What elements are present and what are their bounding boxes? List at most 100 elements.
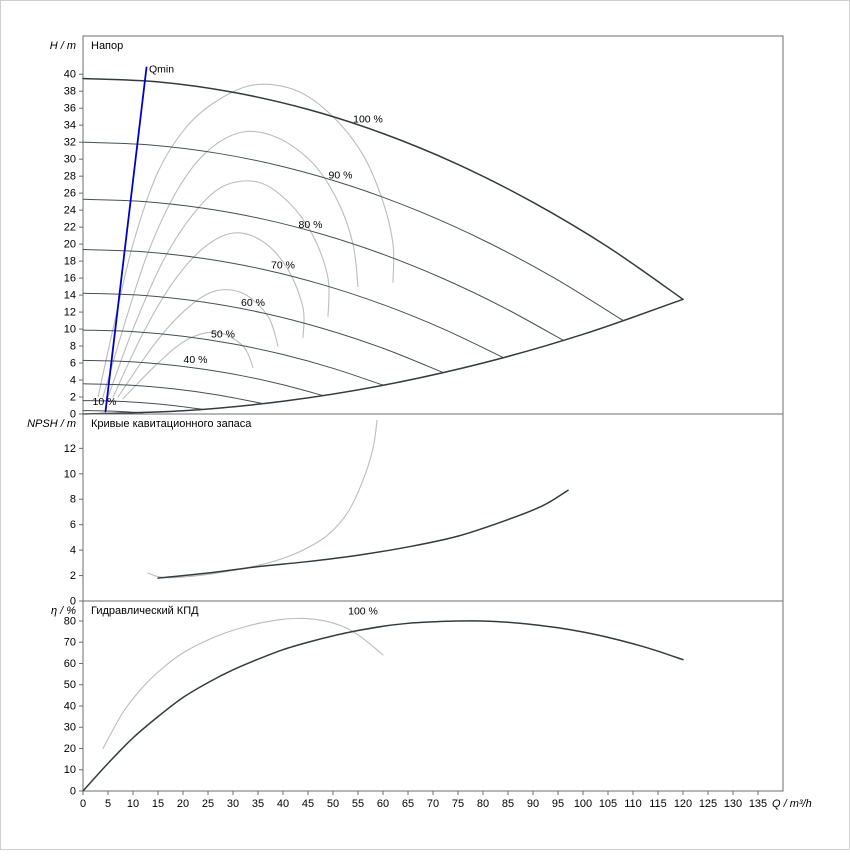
head-iso-contour-2 [102,130,359,398]
head-y-tick-label: 22 [64,222,76,234]
head-y-tick-label: 28 [64,171,76,183]
head-annotation: 50 % [211,329,235,341]
head-iso-contour-5 [117,289,279,398]
x-tick-label: 105 [599,798,617,810]
head-iso-contour-6 [122,331,254,400]
head-annotation: 60 % [241,297,265,309]
head-speed-100-max [82,77,684,301]
efficiency-y-axis-label: η / % [51,605,76,617]
head-speed-40 [82,359,324,397]
head-y-tick-label: 38 [64,86,76,98]
head-y-tick-label: 24 [64,205,76,217]
x-tick-label: 85 [502,798,514,810]
head-speed-50 [82,329,384,386]
head-annotation: 70 % [271,260,295,272]
head-y-tick-label: 2 [70,392,76,404]
x-tick-label: 65 [402,798,414,810]
efficiency-y-tick-label: 0 [70,786,76,798]
efficiency-eff-gray [102,617,384,750]
efficiency-y-tick-label: 10 [64,764,76,776]
x-tick-label: 35 [252,798,264,810]
head-y-tick-label: 12 [64,307,76,319]
x-tick-label: 115 [649,798,667,810]
npsh-title: Кривые кавитационного запаса [91,418,252,430]
npsh-npsh-main [157,489,569,579]
x-tick-label: 25 [202,798,214,810]
head-y-tick-label: 8 [70,341,76,353]
x-tick-label: 45 [302,798,314,810]
head-y-tick-label: 10 [64,324,76,336]
efficiency-y-tick-label: 60 [64,658,76,670]
head-speed-60 [82,292,444,373]
x-tick-label: 5 [105,798,111,810]
head-annotation: 90 % [329,170,353,182]
head-annotation: 10 % [93,396,117,408]
npsh-y-tick-label: 0 [70,596,76,608]
head-iso-contour-1 [97,83,395,398]
x-tick-label: 80 [477,798,489,810]
npsh-y-tick-label: 12 [64,443,76,455]
x-tick-label: 130 [724,798,742,810]
x-tick-label: 135 [749,798,767,810]
x-tick-label: 20 [177,798,189,810]
x-axis-label: Q / m³/h [772,798,812,810]
efficiency-title: Гидравлический КПД [91,605,199,617]
head-iso-contour-4 [112,232,305,398]
head-y-tick-label: 34 [64,120,76,132]
x-tick-label: 100 [574,798,592,810]
head-y-tick-label: 0 [70,409,76,421]
npsh-y-tick-label: 6 [70,519,76,531]
head-envelope-min [82,298,684,415]
efficiency-y-tick-label: 70 [64,637,76,649]
head-y-tick-label: 30 [64,154,76,166]
npsh-y-tick-label: 8 [70,494,76,506]
efficiency-y-tick-label: 20 [64,743,76,755]
x-tick-label: 75 [452,798,464,810]
head-annotation: 80 % [299,219,323,231]
efficiency-y-tick-label: 50 [64,679,76,691]
x-tick-label: 90 [527,798,539,810]
x-tick-label: 95 [552,798,564,810]
head-speed-80 [82,198,564,341]
npsh-y-axis-label: NPSH / m [27,418,76,430]
x-tick-label: 0 [80,798,86,810]
head-annotation: 100 % [353,114,383,126]
npsh-npsh-gray [147,419,378,579]
head-y-tick-label: 14 [64,290,76,302]
x-tick-label: 15 [152,798,164,810]
head-annotation: 40 % [184,354,208,366]
npsh-y-tick-label: 10 [64,468,76,480]
head-y-tick-label: 40 [64,69,76,81]
head-y-tick-label: 18 [64,256,76,268]
head-qmin-line [104,66,148,413]
x-tick-label: 125 [699,798,717,810]
x-tick-label: 50 [327,798,339,810]
x-tick-label: 60 [377,798,389,810]
efficiency-y-tick-label: 40 [64,700,76,712]
npsh-y-tick-label: 2 [70,570,76,582]
head-title: Напор [91,40,123,52]
head-iso-contour-3 [107,180,330,398]
head-y-tick-label: 16 [64,273,76,285]
efficiency-y-tick-label: 80 [64,615,76,627]
head-y-tick-label: 20 [64,239,76,251]
head-y-axis-label: H / m [50,40,76,52]
x-tick-label: 40 [277,798,289,810]
head-y-tick-label: 4 [70,375,76,387]
head-y-tick-label: 32 [64,137,76,149]
head-speed-70 [82,249,504,358]
head-speed-90 [82,141,624,321]
x-tick-label: 10 [127,798,139,810]
head-y-tick-label: 26 [64,188,76,200]
head-speed-30 [82,383,264,405]
x-tick-label: 110 [624,798,642,810]
head-y-tick-label: 6 [70,358,76,370]
head-speed-20 [82,400,204,410]
npsh-y-tick-label: 4 [70,545,76,557]
head-annotation: Qmin [149,64,174,76]
efficiency-eff-main [82,620,684,792]
x-tick-label: 120 [674,798,692,810]
efficiency-y-tick-label: 30 [64,722,76,734]
